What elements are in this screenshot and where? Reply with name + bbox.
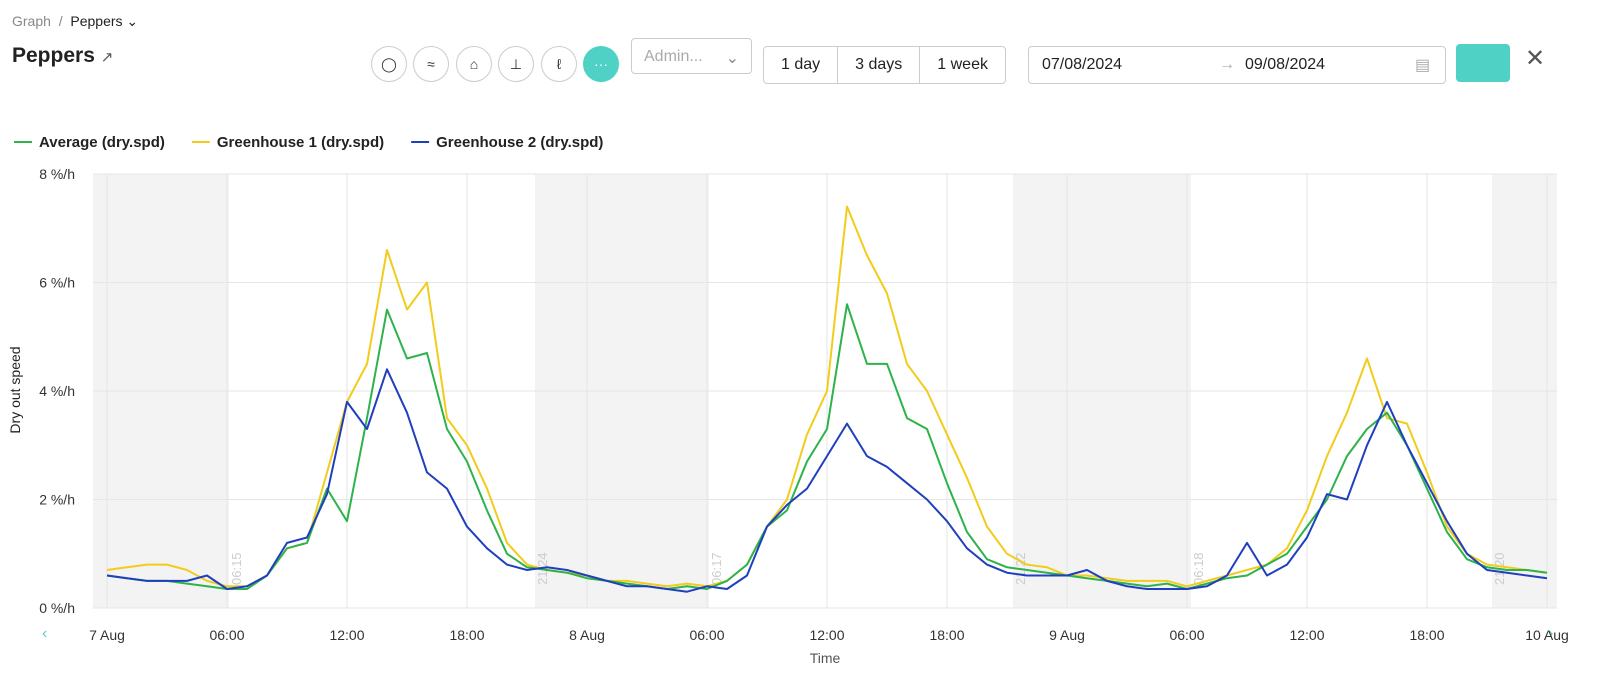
range-button[interactable]: 1 week: [937, 56, 988, 73]
x-tick-label: 06:00: [209, 627, 244, 643]
icon-button[interactable]: ◯: [371, 46, 407, 82]
x-tick-label: 18:00: [929, 627, 964, 643]
x-tick-label: 10 Aug: [1525, 627, 1569, 643]
settings-button[interactable]: [1456, 44, 1510, 82]
x-tick-label: 8 Aug: [569, 627, 605, 643]
range-buttons: 1 day 3 days 1 week: [763, 46, 1006, 84]
y-tick-label: 6 %/h: [39, 275, 75, 291]
background: [93, 173, 1557, 609]
select-text: Admin...: [644, 48, 703, 65]
icon-button[interactable]: ℓ: [541, 46, 577, 82]
x-tick-label: 18:00: [1409, 627, 1444, 643]
x-tick-label: 9 Aug: [1049, 627, 1085, 643]
y-tick-label: 2 %/h: [39, 492, 75, 508]
arrow: →: [1219, 56, 1235, 73]
series-line: [106, 303, 1548, 590]
title-text: Peppers: [12, 44, 95, 67]
crumb[interactable]: Peppers: [70, 13, 123, 29]
legend-label: Average (dry.spd): [39, 134, 165, 151]
sun-event-label: 06:15: [229, 552, 244, 585]
aggregation-select[interactable]: Admin... ⌄: [631, 38, 752, 74]
icon-button[interactable]: ⌂: [456, 46, 492, 82]
range-button[interactable]: 3 days: [838, 47, 921, 83]
date-range[interactable]: 07/08/2024 → 09/08/2024 ▤: [1028, 46, 1446, 84]
date-from: 07/08/2024: [1042, 56, 1123, 73]
x-axis-label: Time: [810, 650, 841, 666]
nav-right[interactable]: ›: [1548, 625, 1553, 642]
x-tick-label: 12:00: [1289, 627, 1324, 643]
legend-label: Greenhouse 2 (dry.spd): [436, 134, 603, 151]
calendar-icon: ▤: [1415, 57, 1431, 74]
x-tick-label: 12:00: [329, 627, 364, 643]
y-tick-label: 4 %/h: [39, 383, 75, 399]
legend-label: Greenhouse 1 (dry.spd): [217, 134, 384, 151]
x-tick-label: 12:00: [809, 627, 844, 643]
date-to: 09/08/2024: [1245, 56, 1326, 73]
x-tick-label: 18:00: [449, 627, 484, 643]
y-tick-label: 8 %/h: [39, 166, 75, 182]
x-tick-label: 06:00: [1169, 627, 1204, 643]
icon-button[interactable]: ≈: [413, 46, 449, 82]
y-axis-label: Dry out speed: [7, 346, 23, 433]
x-tick-label: 06:00: [689, 627, 724, 643]
x-tick-label: 7 Aug: [89, 627, 125, 643]
crumb[interactable]: Graph: [12, 13, 51, 29]
breadcrumb: Graph / Peppers ⌄: [12, 13, 139, 29]
icon-button[interactable]: ⊥: [498, 46, 534, 82]
series-line: [106, 368, 1548, 593]
range-button[interactable]: 1 day: [764, 47, 839, 83]
page-title: Peppers ↗: [12, 44, 114, 67]
nav-left[interactable]: ‹: [42, 625, 47, 642]
icon-button[interactable]: ···: [583, 46, 619, 82]
sun-event-label: 06:18: [1191, 552, 1206, 585]
sun-event-label: 06:17: [709, 552, 724, 585]
close-button[interactable]: ✕: [1525, 45, 1546, 72]
y-tick-label: 0 %/h: [39, 600, 75, 616]
